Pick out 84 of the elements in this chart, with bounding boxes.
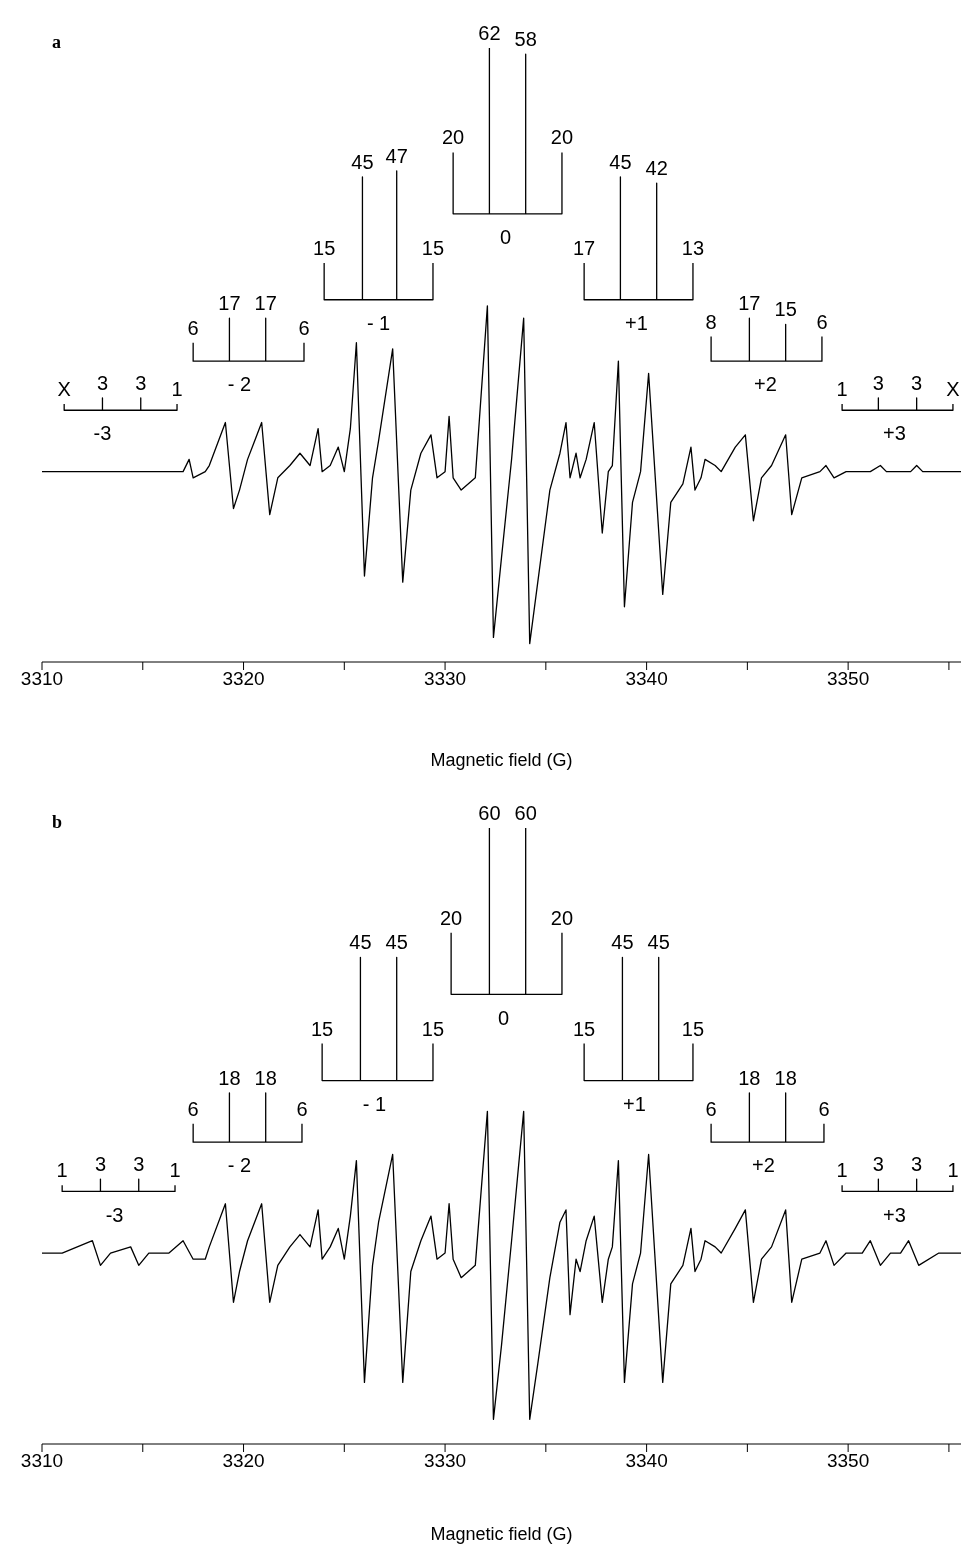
annotation: 3 [135,371,147,394]
annotation: +3 [883,422,906,445]
annotation: 20 [550,906,574,929]
annotation: 13 [681,236,705,259]
chart-title: a [52,32,61,53]
annotation: - 2 [227,373,252,396]
annotation: 60 [514,802,537,824]
annotation: 6 [298,316,310,339]
annotation: - 1 [366,311,391,334]
annotation: 15 [681,1017,705,1040]
annotation: 45 [611,931,634,954]
annotation: 17 [573,236,596,259]
annotation: 58 [514,28,537,51]
annotation: 45 [351,150,374,173]
annotation: 1 [56,1159,68,1182]
annotation: 15 [774,298,797,321]
annotation: 18 [738,1066,761,1089]
annotation: 17 [738,292,761,315]
annotation: 45 [385,931,408,954]
annotation: 20 [439,906,463,929]
x-tick-label: 3330 [423,1450,467,1472]
chart-title: b [52,812,63,833]
annotation: 1 [836,1159,848,1182]
annotation: 18 [254,1066,277,1089]
annotation: 3 [133,1153,145,1176]
annotation: -3 [105,1203,124,1226]
annotation: 42 [645,157,668,180]
annotation: +2 [754,373,777,396]
annotation: 3 [94,1153,107,1176]
annotation: 20 [442,126,465,149]
annotation: +3 [883,1203,906,1226]
annotation: - 1 [362,1092,387,1115]
annotation: 15 [313,236,336,259]
annotation: +2 [752,1154,775,1177]
annotation: 17 [254,292,277,315]
annotation: 1 [171,378,183,401]
annotation: 1 [169,1159,181,1182]
x-tick-label: 3330 [423,668,467,690]
annotation: 1 [947,1159,959,1182]
annotation: 6 [818,1097,830,1120]
annotation: 45 [609,150,632,173]
annotation: 3 [911,371,923,394]
annotation: 60 [478,802,501,824]
annotation: 18 [218,1066,241,1089]
annotation: 47 [385,144,408,167]
annotation: 6 [705,1097,717,1120]
annotation: 6 [187,1097,199,1120]
annotation: +1 [623,1092,646,1115]
annotation: 0 [497,1006,510,1029]
annotation: 15 [311,1017,334,1040]
annotation: 20 [550,126,574,149]
annotation: 18 [774,1066,797,1089]
annotation: 3 [872,371,884,394]
x-tick-label: 3340 [625,668,668,690]
annotation: X [57,378,71,401]
annotation: 6 [816,310,828,333]
x-tick-label: 3340 [625,1450,668,1472]
annotation: 0 [499,225,512,248]
annotation: 15 [573,1017,596,1040]
annotation: 45 [647,931,670,954]
annotation: 45 [349,931,372,954]
annotation: 6 [296,1097,308,1120]
x-tick-label: 3350 [827,668,870,690]
annotation: X [946,378,960,401]
x-tick-label: 3310 [20,1450,64,1472]
annotation: 3 [96,371,109,394]
annotation: 3 [911,1153,923,1176]
x-tick-label: 3350 [827,1450,870,1472]
annotation: 1 [836,378,848,401]
annotation: 8 [705,310,717,333]
annotation: 6 [187,316,199,339]
annotation: 62 [478,22,501,44]
annotation: - 2 [227,1154,252,1177]
annotation: 15 [421,236,445,259]
x-tick-label: 3310 [20,668,64,690]
annotation: 3 [872,1153,884,1176]
annotation: 17 [218,292,241,315]
annotation: 15 [421,1017,445,1040]
annotation: +1 [625,311,648,334]
x-axis-title: Magnetic field (G) [430,750,573,770]
x-axis-title: Magnetic field (G) [430,1524,573,1544]
x-tick-label: 3320 [222,1450,265,1472]
annotation: -3 [93,422,112,445]
x-tick-label: 3320 [222,668,265,690]
